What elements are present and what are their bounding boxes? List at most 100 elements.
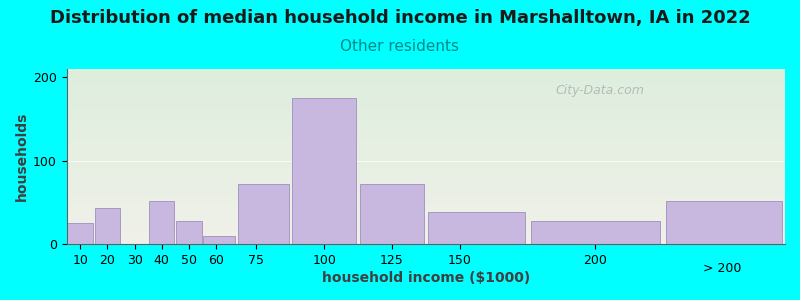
Bar: [66, 125, 785, 127]
Bar: [66, 74, 785, 76]
Bar: [666, 201, 782, 244]
Bar: [66, 116, 785, 118]
Bar: [66, 199, 785, 200]
Bar: [66, 83, 785, 85]
Bar: [66, 92, 785, 94]
Bar: [66, 107, 785, 109]
Bar: [67, 223, 93, 244]
Bar: [66, 216, 785, 218]
Bar: [66, 239, 785, 241]
Bar: [66, 127, 785, 128]
Bar: [66, 144, 785, 146]
Bar: [66, 226, 785, 228]
Bar: [66, 109, 785, 111]
Bar: [66, 69, 785, 71]
Bar: [66, 179, 785, 181]
Bar: [66, 88, 785, 90]
Bar: [66, 174, 785, 176]
Bar: [66, 232, 785, 234]
Bar: [203, 236, 235, 244]
Bar: [360, 184, 424, 244]
Bar: [66, 139, 785, 141]
Bar: [66, 178, 785, 179]
Bar: [66, 207, 785, 209]
Bar: [66, 209, 785, 211]
Bar: [66, 148, 785, 150]
Bar: [66, 155, 785, 157]
Bar: [66, 137, 785, 139]
Bar: [66, 223, 785, 225]
Bar: [531, 221, 660, 244]
Bar: [66, 86, 785, 88]
Bar: [66, 167, 785, 169]
Bar: [66, 221, 785, 223]
Bar: [66, 94, 785, 95]
Bar: [66, 104, 785, 106]
Bar: [66, 158, 785, 160]
Bar: [66, 206, 785, 207]
Bar: [66, 153, 785, 155]
Bar: [66, 71, 785, 73]
Bar: [66, 85, 785, 86]
Bar: [66, 90, 785, 92]
Bar: [66, 220, 785, 221]
Bar: [66, 195, 785, 197]
Text: City-Data.com: City-Data.com: [555, 83, 644, 97]
Bar: [66, 172, 785, 174]
Bar: [66, 141, 785, 142]
Bar: [292, 98, 357, 244]
Bar: [66, 169, 785, 171]
Bar: [66, 73, 785, 74]
Bar: [66, 146, 785, 148]
Bar: [238, 184, 289, 244]
Bar: [66, 193, 785, 195]
Bar: [66, 188, 785, 190]
Bar: [66, 200, 785, 202]
Bar: [66, 184, 785, 186]
Bar: [66, 81, 785, 83]
Text: > 200: > 200: [703, 262, 742, 275]
Bar: [66, 118, 785, 120]
Bar: [66, 192, 785, 193]
Bar: [66, 136, 785, 137]
Bar: [66, 218, 785, 220]
Bar: [66, 78, 785, 80]
Bar: [66, 123, 785, 125]
Bar: [66, 99, 785, 100]
Y-axis label: households: households: [15, 112, 29, 201]
Bar: [66, 97, 785, 99]
Text: Distribution of median household income in Marshalltown, IA in 2022: Distribution of median household income …: [50, 9, 750, 27]
Bar: [66, 213, 785, 214]
Bar: [176, 221, 202, 244]
Bar: [66, 130, 785, 132]
Bar: [66, 132, 785, 134]
Bar: [66, 211, 785, 213]
Bar: [66, 111, 785, 113]
Text: Other residents: Other residents: [341, 39, 459, 54]
Bar: [66, 80, 785, 81]
X-axis label: household income ($1000): household income ($1000): [322, 271, 530, 285]
Bar: [66, 237, 785, 239]
Bar: [66, 202, 785, 204]
Bar: [66, 165, 785, 167]
Bar: [66, 150, 785, 151]
Bar: [66, 142, 785, 144]
Bar: [66, 183, 785, 184]
Bar: [66, 115, 785, 116]
Bar: [66, 190, 785, 192]
Bar: [66, 197, 785, 199]
Bar: [66, 236, 785, 237]
Bar: [66, 171, 785, 172]
Bar: [66, 228, 785, 230]
Bar: [66, 134, 785, 136]
Bar: [66, 106, 785, 107]
Bar: [66, 241, 785, 242]
Bar: [66, 230, 785, 232]
Bar: [66, 128, 785, 130]
Bar: [66, 160, 785, 162]
Bar: [94, 208, 120, 244]
Bar: [66, 120, 785, 122]
Bar: [66, 242, 785, 244]
Bar: [66, 100, 785, 102]
Bar: [66, 122, 785, 123]
